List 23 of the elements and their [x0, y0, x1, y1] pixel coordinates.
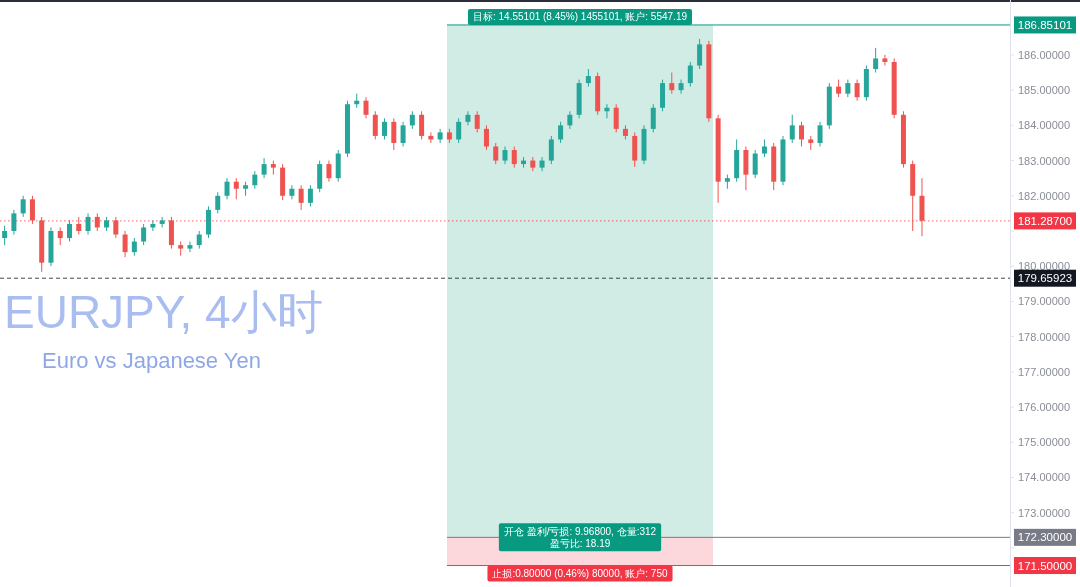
- price-tag: 181.28700: [1014, 212, 1076, 230]
- y-tick-label: 177.00000: [1018, 365, 1070, 378]
- label: 开仓 盈利/亏损: 9.96800, 仓量:312 盈亏比: 18.19: [498, 523, 662, 552]
- y-tick-label: 183.00000: [1018, 154, 1070, 167]
- y-tick-label: 182.00000: [1018, 189, 1070, 202]
- band-label: 止损:0.80000 (0.46%) 80000, 账户: 750: [492, 568, 668, 580]
- price-tag: 186.85101: [1014, 16, 1076, 34]
- y-tick-label: 178.00000: [1018, 330, 1070, 343]
- band-label: 目标: 14.55101 (8.45%) 1455101, 账户: 5547.19: [472, 11, 688, 23]
- y-tick-label: 184.00000: [1018, 119, 1070, 132]
- y-tick-label: 173.00000: [1018, 506, 1070, 519]
- annotation: 开仓 盈利/亏损: 9.96800, 仓量:312 盈亏比: 18.19: [503, 525, 657, 549]
- price-tag: 179.65923: [1014, 269, 1076, 287]
- y-tick-label: 176.00000: [1018, 401, 1070, 414]
- y-tick-label: 185.00000: [1018, 84, 1070, 97]
- y-tick-label: 179.00000: [1018, 295, 1070, 308]
- y-tick-label: 174.00000: [1018, 471, 1070, 484]
- price-tag: 172.30000: [1014, 528, 1076, 546]
- y-tick-label: 186.00000: [1018, 48, 1070, 61]
- label: 目标: 14.55101 (8.45%) 1455101, 账户: 5547.19: [468, 8, 692, 25]
- price-tag: 171.50000: [1014, 557, 1076, 574]
- title: EURJPY, 4小时 Euro vs Japanese Yen: [4, 286, 323, 373]
- y-tick-label: 175.00000: [1018, 436, 1070, 449]
